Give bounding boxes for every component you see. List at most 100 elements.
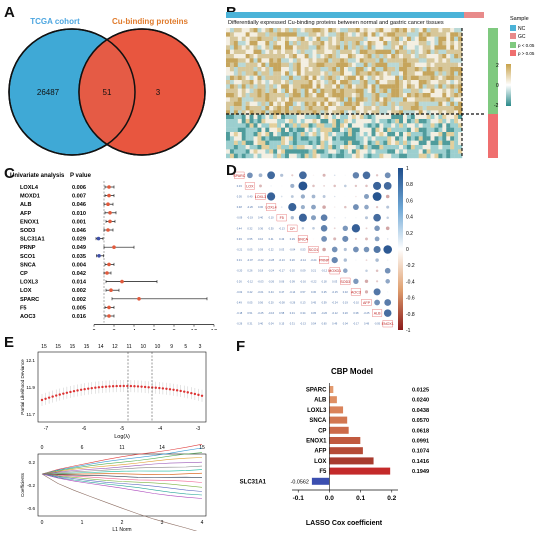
svg-text:0.54: 0.54 [311, 322, 317, 326]
forest-hr-point [112, 245, 116, 249]
lasso-path-ytick: -0.6 [27, 506, 35, 511]
venn-diagram: TCGA cohort Cu-binding proteins 26487 51… [0, 0, 215, 160]
forest-p-value: 0.046 [72, 202, 86, 208]
svg-text:0.31: 0.31 [290, 322, 296, 326]
svg-text:-0.22: -0.22 [258, 258, 264, 262]
svg-text:0.49: 0.49 [364, 322, 370, 326]
corr-gene-label: CP [290, 227, 296, 231]
lasso-cv-top-count: 10 [140, 344, 146, 350]
svg-text:0.45: 0.45 [311, 301, 317, 305]
corr-scale-tick: -0.6 [406, 296, 415, 302]
svg-text:-0.19: -0.19 [247, 216, 253, 220]
coef-bar [329, 427, 348, 434]
lasso-path-ylabel: Coefficients [20, 472, 25, 497]
coef-bar [329, 417, 347, 424]
coef-x-tick: 0.2 [387, 495, 396, 502]
svg-text:-0.14: -0.14 [300, 258, 306, 262]
heatmap-colorbar [506, 64, 511, 106]
forest-gene-label: F5 [20, 305, 27, 311]
svg-text:0.58: 0.58 [279, 311, 285, 315]
lasso-cv-top-count: 15 [41, 344, 47, 350]
forest-gene-label: SLC31A1 [20, 237, 45, 243]
corr-scale-tick: -0.8 [406, 312, 415, 318]
svg-text:0.02: 0.02 [290, 269, 296, 273]
forest-hr-point [109, 288, 113, 292]
coef-value-label: 0.0991 [412, 439, 429, 445]
coef-bar [312, 478, 330, 485]
coef-value-label: 0.0240 [412, 398, 429, 404]
svg-text:0.20: 0.20 [343, 311, 349, 315]
forest-p-value: 0.005 [72, 305, 86, 311]
corr-gene-label: F5 [280, 216, 284, 220]
coef-value-label: -0.0562 [291, 479, 309, 485]
lasso-cv-xtick: -6 [82, 426, 87, 432]
svg-text:-0.24: -0.24 [268, 269, 274, 273]
panel-b: B Differentially expressed Cu-binding pr… [222, 0, 550, 162]
forest-gene-label: LOX [20, 288, 32, 294]
svg-text:-0.16: -0.16 [268, 311, 274, 315]
svg-text:0.53: 0.53 [300, 248, 306, 252]
corr-scale-tick: 0.4 [406, 215, 413, 221]
svg-text:-0.26: -0.26 [247, 205, 253, 209]
panel-e-label: E [4, 334, 14, 351]
svg-text:-0.13: -0.13 [279, 258, 285, 262]
corr-gene-label: AFP [363, 301, 371, 305]
coef-category-label: SNCA [309, 418, 327, 424]
svg-text:-0.22: -0.22 [311, 279, 317, 283]
forest-gene-label: SNCA [20, 262, 36, 268]
svg-text:-0.14: -0.14 [289, 290, 295, 294]
svg-text:0.40: 0.40 [258, 322, 264, 326]
svg-text:0.30: 0.30 [311, 290, 317, 294]
corr-scale-tick: -0.4 [406, 279, 415, 285]
coef-category-label: ENOX1 [306, 439, 327, 445]
coef-value-label: 0.1074 [412, 449, 430, 455]
corr-scale-tick: 0.6 [406, 198, 413, 204]
forest-gene-label: ALB [20, 202, 32, 208]
forest-hr-point [137, 297, 141, 301]
svg-text:-0.17: -0.17 [353, 322, 359, 326]
heatmap-legend-sig2: p > 0.05 [518, 51, 535, 56]
lasso-cv-top-count: 14 [98, 344, 104, 350]
forest-gene-label: CP [20, 271, 28, 277]
svg-text:-0.13: -0.13 [279, 226, 285, 230]
lasso-cv-top-count: 3 [199, 344, 202, 350]
svg-text:0.49: 0.49 [237, 301, 243, 305]
svg-text:-0.20: -0.20 [236, 269, 242, 273]
svg-text:-0.12: -0.12 [321, 269, 327, 273]
forest-gene-label: SOD3 [20, 228, 35, 234]
svg-text:0.31: 0.31 [290, 311, 296, 315]
coef-bar [329, 406, 343, 413]
svg-text:0.40: 0.40 [258, 216, 264, 220]
svg-text:-0.03: -0.03 [258, 279, 264, 283]
svg-text:0.19: 0.19 [343, 301, 349, 305]
corr-scale-tick: 0.2 [406, 231, 413, 237]
venn-right-title: Cu-binding proteins [112, 17, 189, 26]
coef-x-tick: -0.1 [293, 495, 305, 502]
svg-text:0.15: 0.15 [279, 322, 285, 326]
svg-text:0.05: 0.05 [311, 311, 317, 315]
forest-p-value: 0.014 [72, 280, 87, 286]
coef-category-label: SLC31A1 [240, 479, 267, 485]
svg-text:0.42: 0.42 [247, 290, 253, 294]
corr-gene-label: SCO1 [309, 248, 319, 252]
svg-text:-0.26: -0.26 [289, 301, 295, 305]
svg-text:0.29: 0.29 [290, 237, 296, 241]
svg-text:-0.02: -0.02 [236, 290, 242, 294]
svg-text:0.18: 0.18 [322, 279, 328, 283]
coef-category-label: AFP [314, 449, 326, 455]
lasso-cv-top-count: 5 [184, 344, 187, 350]
lasso-cv-xtick: -7 [44, 426, 49, 432]
coef-xlabel: LASSO Cox coefficient [306, 520, 383, 527]
lasso-path-top-count: 11 [119, 445, 124, 451]
svg-text:0.48: 0.48 [237, 205, 243, 209]
svg-text:0.09: 0.09 [290, 279, 296, 283]
heatmap-cells [226, 28, 462, 158]
svg-text:-0.05: -0.05 [374, 322, 380, 326]
heatmap-scale-min: -2 [494, 103, 499, 109]
lasso-cv-xtick: -5 [120, 426, 125, 432]
forest-hr-point [106, 202, 110, 206]
forest-gene-label: AOC3 [20, 314, 36, 320]
corr-scale-tick: 1 [406, 166, 409, 172]
